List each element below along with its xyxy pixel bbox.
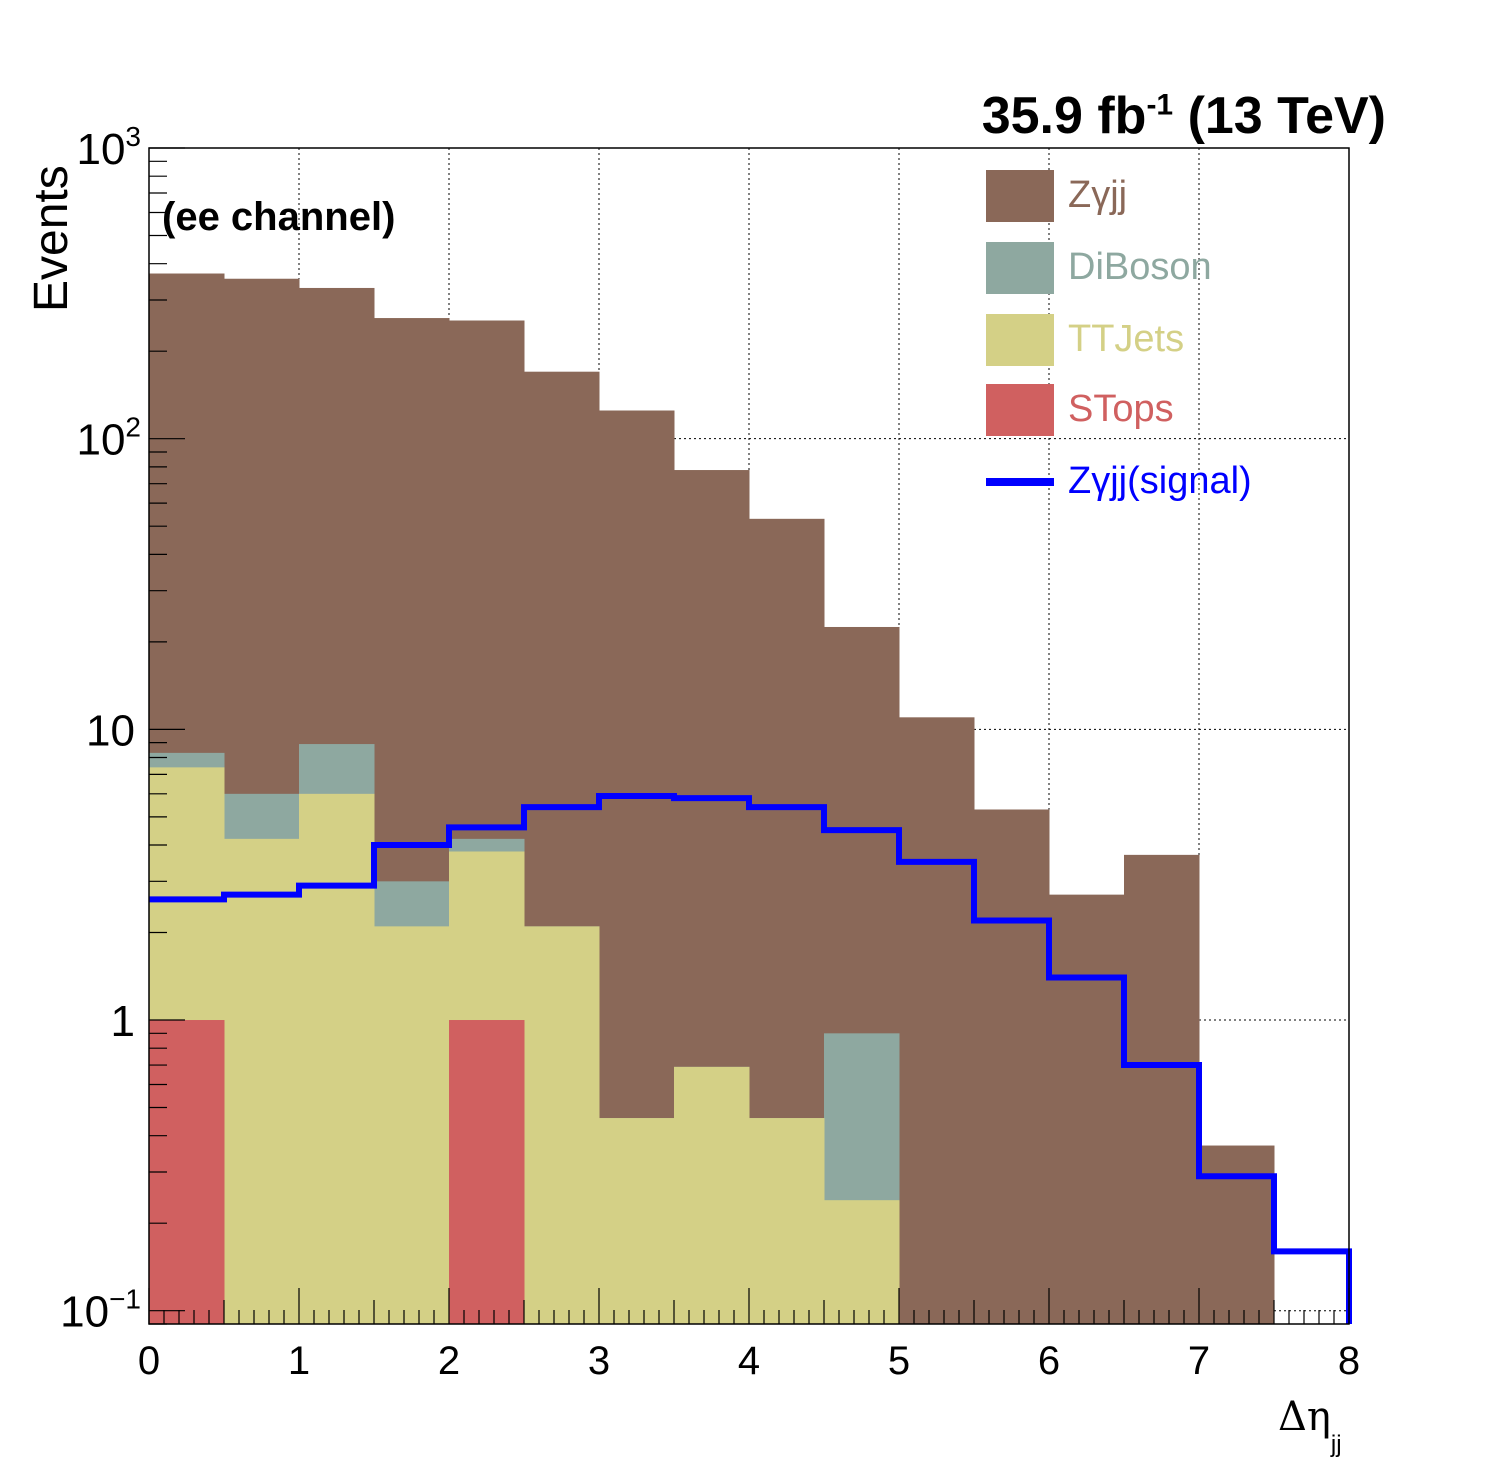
legend-entry-diboson: DiBoson bbox=[986, 242, 1326, 294]
legend-label-stops: STops bbox=[1068, 388, 1174, 430]
x-axis-label: Δηjj bbox=[1278, 1394, 1342, 1458]
legend-entry-signal: Zγjj(signal) bbox=[986, 456, 1326, 508]
legend-label-zgjj: Zγjj bbox=[1068, 174, 1128, 216]
y-tick-label: 102 bbox=[76, 412, 141, 465]
bar-stops bbox=[449, 1020, 525, 1324]
x-tick-label: 8 bbox=[1338, 1339, 1360, 1383]
bar-ttjets bbox=[299, 793, 375, 1324]
bar-ttjets bbox=[749, 1118, 825, 1324]
bar-ttjets bbox=[224, 838, 300, 1324]
legend-swatch-ttjets bbox=[986, 314, 1054, 366]
x-tick-label: 1 bbox=[288, 1339, 310, 1383]
bar-ttjets bbox=[674, 1066, 750, 1324]
bar-ttjets bbox=[524, 926, 600, 1324]
luminosity-label: 35.9 fb-1 (13 TeV) bbox=[981, 87, 1386, 145]
legend-swatch-zgjj bbox=[986, 170, 1054, 222]
legend-swatch-stops bbox=[986, 384, 1054, 436]
x-tick-label: 4 bbox=[738, 1339, 760, 1383]
y-tick-label: 103 bbox=[76, 121, 141, 174]
y-tick-label: 1 bbox=[111, 997, 135, 1046]
legend-label-signal: Zγjj(signal) bbox=[1068, 460, 1252, 502]
x-tick-label: 3 bbox=[588, 1339, 610, 1383]
bar-ttjets bbox=[599, 1118, 675, 1324]
bar-ttjets bbox=[374, 926, 450, 1324]
signal-line bbox=[149, 792, 1352, 1324]
legend-swatch-diboson bbox=[986, 242, 1054, 294]
x-tick-label: 2 bbox=[438, 1339, 460, 1383]
bar-ttjets bbox=[824, 1200, 900, 1324]
legend-label-diboson: DiBoson bbox=[1068, 246, 1212, 288]
legend-entry-stops: STops bbox=[986, 384, 1326, 436]
legend-line-signal bbox=[986, 478, 1054, 486]
bar-zjj bbox=[1199, 1145, 1275, 1324]
x-tick-label: 7 bbox=[1188, 1339, 1210, 1383]
legend-entry-zgjj: Zγjj bbox=[986, 170, 1326, 222]
x-tick-label: 6 bbox=[1038, 1339, 1060, 1383]
x-tick-label: 0 bbox=[138, 1339, 160, 1383]
bar-zjj bbox=[974, 809, 1050, 1324]
legend-label-ttjets: TTJets bbox=[1068, 318, 1185, 360]
bar-zjj bbox=[899, 717, 975, 1324]
legend-entry-ttjets: TTJets bbox=[986, 314, 1326, 366]
bar-zjj bbox=[1124, 854, 1200, 1324]
y-axis-label: Events bbox=[25, 165, 78, 312]
channel-label: (ee channel) bbox=[162, 195, 396, 239]
bar-zjj bbox=[1049, 894, 1125, 1324]
x-tick-label: 5 bbox=[888, 1339, 910, 1383]
y-tick-label: 10 bbox=[86, 706, 135, 755]
y-tick-label: 10−1 bbox=[60, 1284, 141, 1337]
